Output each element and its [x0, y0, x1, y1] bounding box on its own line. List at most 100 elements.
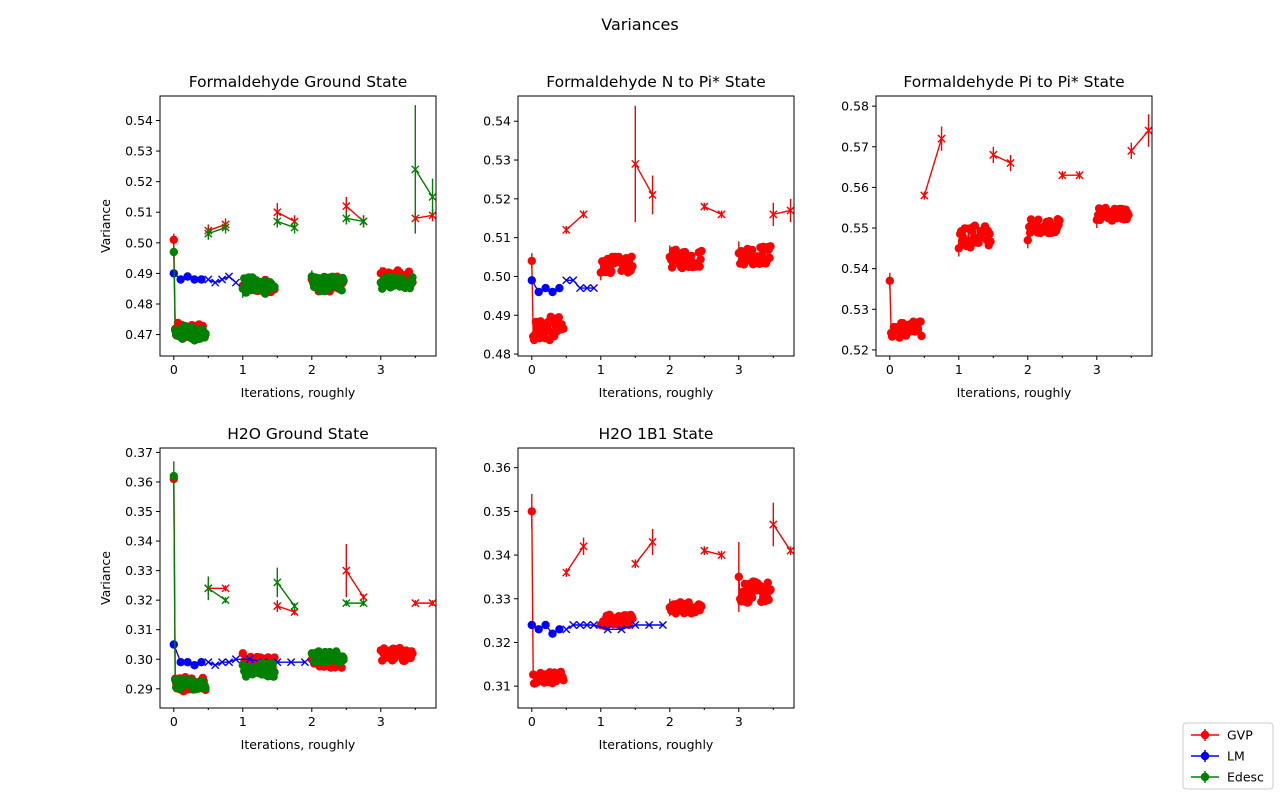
series-line: [565, 545, 585, 573]
x-marker: [211, 661, 220, 670]
y-tick-label: 0.47: [125, 327, 153, 342]
subplot-title: H2O 1B1 State: [599, 425, 714, 443]
marker-cluster: [954, 221, 995, 257]
x-marker: [224, 272, 234, 281]
y-tick-label: 0.57: [841, 139, 869, 154]
y-tick-label: 0.33: [483, 591, 511, 606]
x-marker: [273, 217, 282, 226]
legend-label: LM: [1227, 749, 1245, 764]
y-tick-label: 0.54: [125, 113, 153, 128]
data-point: [1025, 228, 1035, 237]
x-tick-label: 2: [666, 714, 674, 729]
x-marker: [769, 210, 778, 219]
series-lm: [169, 269, 240, 287]
x-marker: [221, 584, 230, 593]
series-gvp: [169, 196, 436, 343]
data-point: [985, 229, 994, 239]
data-point: [628, 614, 637, 623]
series-line: [772, 524, 792, 552]
marker-cluster: [1023, 215, 1064, 249]
data-point: [190, 275, 199, 284]
marker-cluster: [527, 253, 568, 345]
data-point: [555, 625, 564, 634]
y-tick-label: 0.37: [125, 445, 153, 460]
x-marker: [342, 566, 351, 575]
x-tick-label: 2: [308, 362, 316, 377]
data-point: [548, 287, 557, 297]
data-point: [408, 273, 417, 282]
series-edesc: [169, 105, 436, 345]
x-marker: [245, 655, 254, 664]
marker-cluster: [238, 273, 279, 298]
data-point: [527, 507, 536, 516]
data-point: [895, 333, 904, 342]
x-axis-label: Iterations, roughly: [599, 385, 714, 400]
data-point: [764, 595, 773, 604]
series-line: [634, 163, 654, 196]
series-line: [566, 279, 594, 289]
data-point: [916, 317, 925, 326]
x-marker: [211, 278, 220, 287]
data-point: [201, 683, 210, 692]
x-marker: [717, 210, 726, 219]
x-marker: [273, 578, 282, 587]
x-marker: [342, 214, 351, 223]
data-point: [183, 658, 192, 667]
marker-cluster: [169, 245, 210, 345]
series-lm: [169, 640, 309, 670]
x-marker: [204, 229, 213, 238]
y-tick-label: 0.49: [483, 308, 511, 323]
y-tick-label: 0.53: [841, 302, 869, 317]
x-tick-label: 0: [528, 362, 536, 377]
series-line: [704, 205, 722, 215]
marker-cluster: [527, 493, 568, 688]
marker-cluster: [665, 598, 706, 618]
data-point: [554, 313, 564, 322]
subplot-1: 0 1 2 3 0.47 0.48 0.49 0.50 0.51 0.52 0.53 0.54 Form…: [98, 73, 437, 400]
data-point: [917, 331, 926, 341]
data-point: [695, 262, 704, 271]
x-marker: [273, 208, 282, 217]
subplot-title: Formaldehyde N to Pi* State: [546, 73, 766, 91]
data-point: [986, 237, 995, 246]
x-marker: [359, 593, 368, 602]
marker-cluster: [734, 241, 775, 269]
y-tick-label: 0.36: [125, 474, 153, 489]
legend-label: GVP: [1227, 728, 1253, 743]
x-tick-label: 1: [955, 362, 963, 377]
x-marker: [562, 276, 571, 285]
data-point: [747, 593, 757, 602]
y-tick-label: 0.51: [125, 205, 153, 220]
plot-area: [169, 105, 436, 345]
y-tick-label: 0.53: [125, 144, 153, 159]
x-marker: [221, 596, 230, 605]
y-tick-label: 0.32: [125, 593, 153, 608]
x-marker: [290, 223, 299, 232]
axes-frame: [517, 95, 795, 357]
data-point: [268, 659, 277, 669]
y-tick-label: 0.54: [841, 261, 869, 276]
data-point: [697, 602, 706, 611]
marker-cluster: [596, 252, 637, 281]
plot-area: [169, 461, 436, 696]
legend-marker: [1200, 772, 1210, 782]
x-marker: [359, 599, 368, 608]
x-marker: [582, 283, 592, 293]
marker-cluster: [1092, 203, 1133, 229]
x-tick-label: 0: [528, 714, 536, 729]
legend: GVP LM Edesc: [1182, 722, 1274, 790]
y-tick-label: 0.35: [125, 504, 153, 519]
data-point: [337, 286, 346, 295]
axes-frame: [875, 95, 1153, 357]
data-point: [339, 276, 348, 285]
x-marker: [342, 599, 351, 608]
y-tick-label: 0.51: [483, 230, 511, 245]
x-tick-label: 2: [666, 362, 674, 377]
x-marker: [231, 278, 240, 287]
x-marker: [645, 620, 654, 630]
data-point: [766, 242, 775, 251]
x-marker: [562, 625, 571, 634]
x-marker: [1075, 171, 1084, 180]
x-marker: [342, 202, 351, 211]
plot-area: [527, 105, 794, 345]
